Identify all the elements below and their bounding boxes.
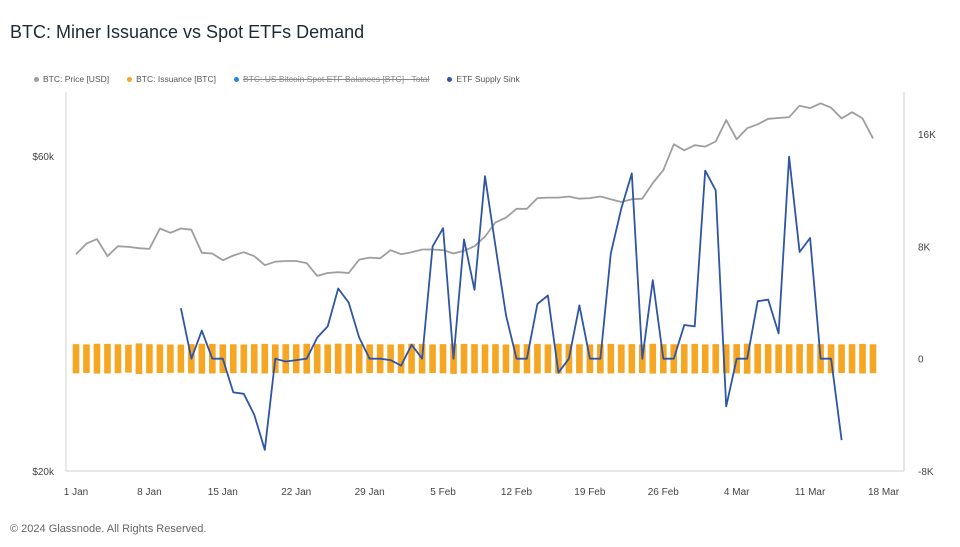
left-tick-label: $60k [32,152,55,163]
legend-item-etf-balances[interactable]: BTC: US Bitcoin Spot ETF Balances [BTC] … [233,74,430,84]
right-tick-label: 8K [918,242,931,253]
issuance-bar [345,343,352,374]
x-tick-label: 18 Mar [868,487,900,498]
issuance-bar [250,344,258,374]
issuance-bar [156,344,164,374]
legend-item-issuance[interactable]: BTC: Issuance [BTC] [127,74,216,84]
issuance-bar [649,343,657,374]
issuance-bar [796,344,803,374]
legend-dot-issuance [127,76,133,82]
legend-dot-etf-sink [447,76,453,82]
issuance-bar [292,344,300,374]
issuance-bar [177,344,185,373]
x-tick-label: 15 Jan [208,487,238,498]
chart-title: BTC: Miner Issuance vs Spot ETFs Demand [10,22,365,42]
x-tick-label: 11 Mar [795,487,826,498]
issuance-bar [607,343,615,374]
issuance-bar [628,344,636,374]
issuance-bar [764,344,772,374]
issuance-bar [691,343,699,374]
issuance-bar [198,343,206,374]
issuance-bar [387,344,394,373]
issuance-bar [324,344,331,374]
issuance-bar [104,343,111,374]
issuance-bar [502,344,510,373]
issuance-bar [618,344,625,373]
issuance-bar [83,344,90,374]
issuance-bar [785,344,793,374]
issuance-bar [680,344,688,374]
x-tick-label: 29 Jan [355,487,385,498]
legend-item-price[interactable]: BTC: Price [USD] [34,74,109,84]
price-line [75,102,874,277]
issuance-bar [167,344,174,373]
right-tick-label: 0 [918,355,924,366]
issuance-bar [397,344,405,374]
issuance-bar [230,344,237,374]
issuance-bar [439,344,447,374]
legend-item-etf-sink[interactable]: ETF Supply Sink [447,74,520,84]
issuance-bar [429,344,436,374]
right-tick-label: 16K [918,130,936,141]
issuance-bar [146,344,153,374]
issuance-bar [544,344,552,374]
legend-dot-price [34,76,39,82]
copyright-footer: © 2024 Glassnode. All Rights Reserved. [10,523,207,535]
x-tick-label: 19 Feb [574,487,606,498]
legend-label-etf-sink: ETF Supply Sink [456,74,520,84]
etf-supply-sink-line [180,155,843,451]
issuance-bar [806,343,814,374]
legend-dot-etf-balances [233,76,239,82]
issuance-bar [408,343,415,374]
issuance-bar [240,344,248,373]
x-tick-label: 8 Jan [137,487,161,498]
issuance-bar [135,343,143,375]
right-tick-label: -8K [918,467,934,478]
issuance-bar [355,344,363,374]
issuance-bar [534,343,541,374]
issuance-bar [334,343,342,374]
x-tick-label: 4 Mar [724,487,750,498]
issuance-bar [869,344,877,374]
issuance-bar [712,344,720,374]
issuance-bar [282,344,290,374]
x-tick-label: 26 Feb [648,487,680,498]
legend: BTC: Price [USD] BTC: Issuance [BTC] BTC… [34,74,520,84]
issuance-bar [313,344,321,374]
x-tick-label: 1 Jan [64,487,88,498]
issuance-bar [261,343,269,374]
issuance-bar [838,344,845,374]
x-tick-label: 12 Feb [501,487,533,498]
issuance-bar [859,343,866,374]
issuance-bar [754,343,761,374]
issuance-bar [471,344,478,374]
issuance-bar [72,344,80,374]
legend-label-etf-balances: BTC: US Bitcoin Spot ETF Balances [BTC] … [242,74,430,84]
left-tick-label: $20k [32,467,55,478]
issuance-bar [125,344,132,373]
issuance-bar [481,344,489,374]
issuance-bar [460,343,468,374]
issuance-bar [848,344,856,374]
issuance-bar [492,344,499,374]
legend-label-price: BTC: Price [USD] [43,74,110,84]
legend-label-issuance: BTC: Issuance [BTC] [136,74,216,84]
issuance-bar [775,344,782,374]
issuance-bar [114,344,122,374]
issuance-bar [576,344,583,374]
issuance-bar [701,344,709,374]
x-tick-label: 5 Feb [430,487,456,498]
issuance-bar [93,343,101,374]
x-tick-label: 22 Jan [281,487,311,498]
